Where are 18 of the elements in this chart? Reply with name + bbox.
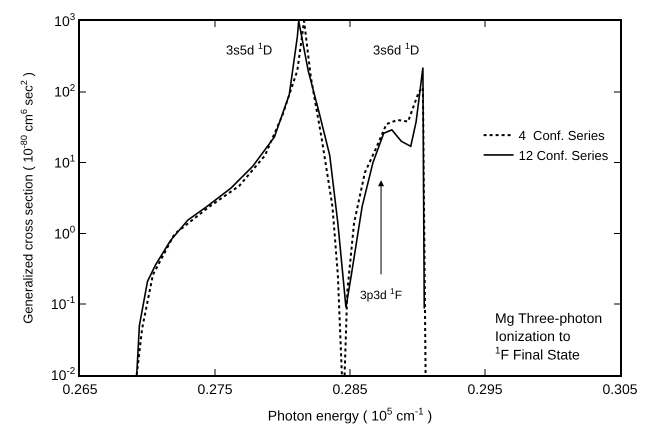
legend-label: 4 Conf. Series <box>518 128 606 144</box>
y-tick-label: 10$^{-2}$ <box>50 366 76 383</box>
y-tick-label: 10$^{3}$ <box>54 12 76 29</box>
annotation: 3s6d $^{1}$D <box>373 41 420 58</box>
x-tick-label: 0.285 <box>332 380 368 397</box>
y-tick-label: 10$^{0}$ <box>54 224 76 242</box>
x-tick-label: 0.295 <box>467 380 503 397</box>
y-tick-label: 10$^{2}$ <box>54 82 76 100</box>
y-tick-label: 10$^{1}$ <box>54 154 76 170</box>
x-tick-label: 0.305 <box>602 380 638 397</box>
x-tick-label: 0.275 <box>197 380 233 397</box>
annotation: 3s5d $^{1}$D <box>226 41 272 58</box>
annotation: 3p3d $^{1}$F <box>360 286 402 302</box>
annotation: Mg Three-photon Ionization to $^{1}$F Final State <box>495 310 602 362</box>
legend-label: 12 Conf. Series <box>518 148 609 164</box>
x-axis-title: Photon energy ( 10$^{5}$ cm$^{-1}$ ) <box>268 406 432 424</box>
x-tick-label: 0.265 <box>62 380 98 397</box>
y-tick-label: 10$^{-1}$ <box>50 295 76 312</box>
